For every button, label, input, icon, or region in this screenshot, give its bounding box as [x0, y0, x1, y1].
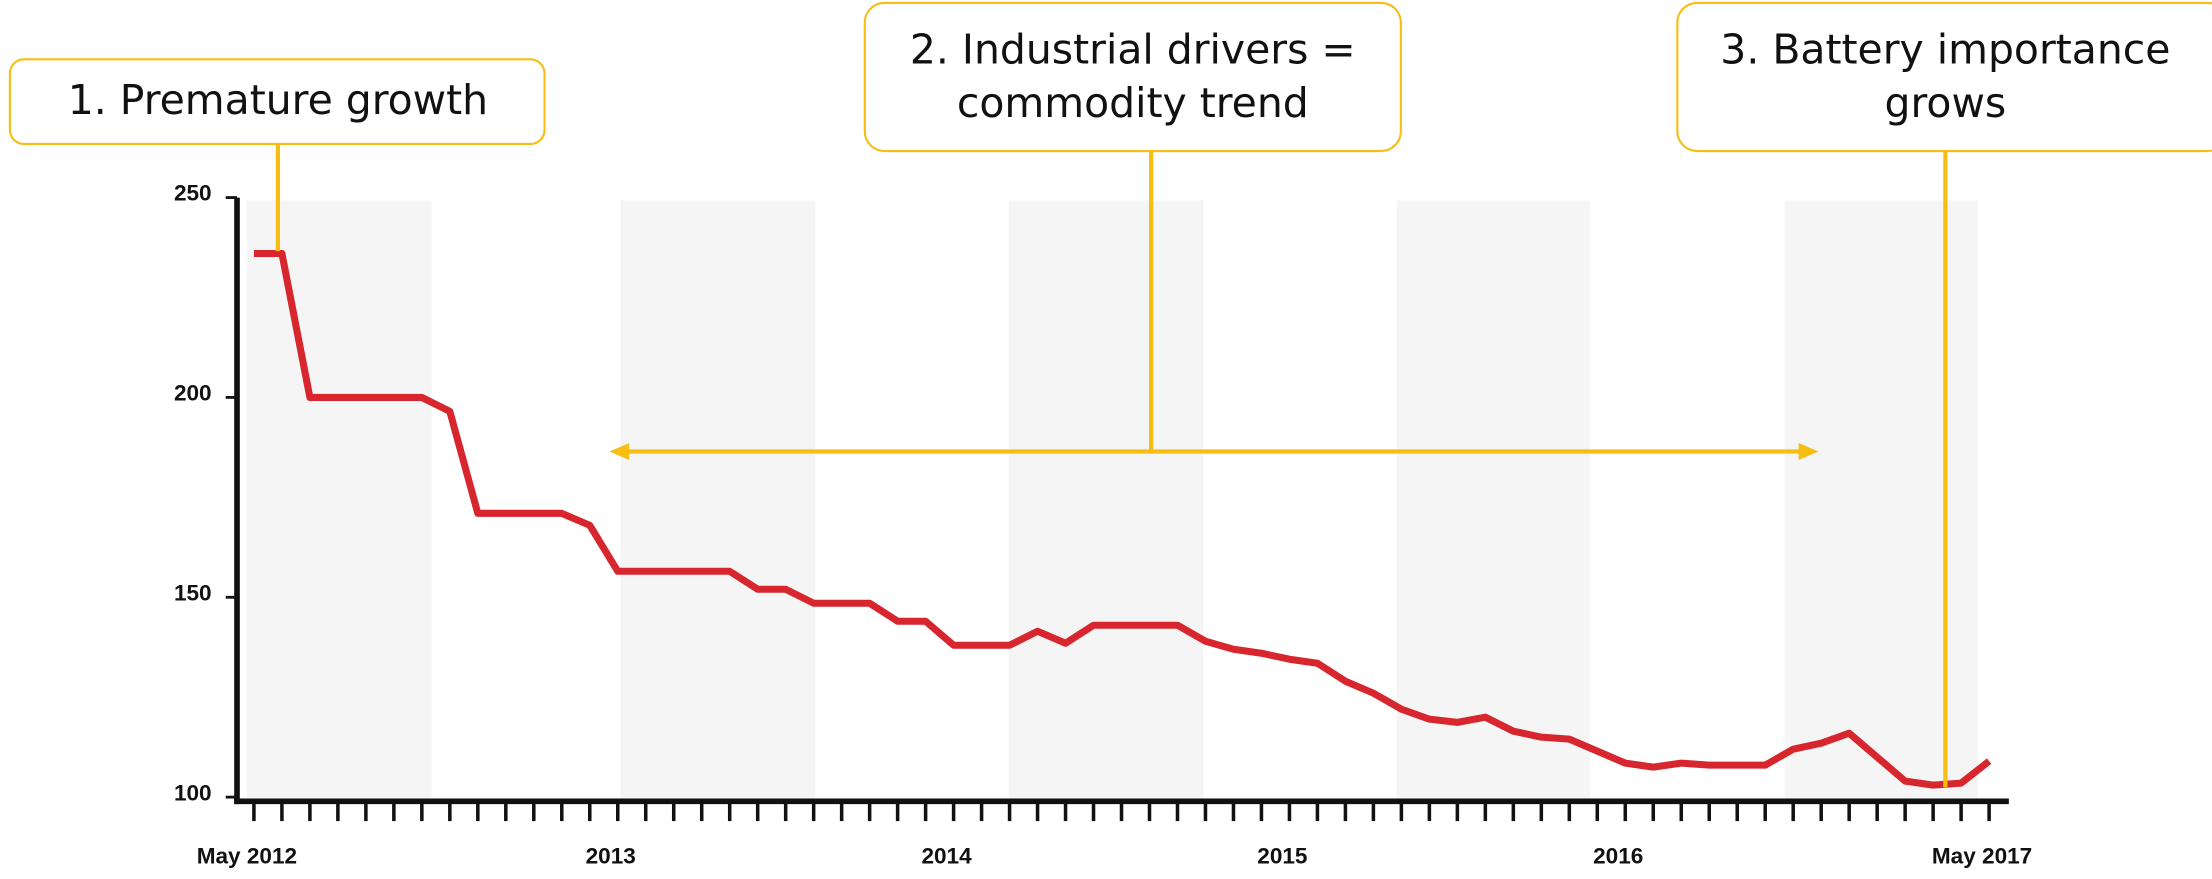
annotation-text: 2. Industrial drivers = — [910, 25, 1356, 73]
annotations — [8, 1, 2212, 788]
band — [1008, 200, 1204, 802]
x-tick-label: 2015 — [1257, 844, 1307, 869]
annotation-box — [8, 58, 546, 146]
annotation-box — [1676, 1, 2212, 153]
y-tick-label: 200 — [174, 381, 212, 406]
band — [620, 200, 816, 802]
x-tick-label: 2014 — [921, 844, 972, 869]
y-tick-label: 250 — [174, 181, 212, 206]
band — [246, 200, 432, 802]
line-series — [253, 249, 1992, 789]
annotation-text: 3. Battery importance — [1720, 25, 2170, 73]
annotation-text: grows — [1885, 79, 2007, 127]
x-tick-label: 2016 — [1593, 844, 1643, 869]
y-tick-label: 100 — [174, 780, 212, 805]
x-tick-label: 2013 — [586, 844, 636, 869]
band — [1396, 200, 1590, 802]
x-tick-label: May 2017 — [1932, 844, 2032, 869]
annotation-text: commodity trend — [957, 79, 1309, 127]
x-tick-label: May 2012 — [197, 844, 297, 869]
annotation-text: 1. Premature growth — [68, 76, 488, 124]
annotation-box — [863, 1, 1402, 153]
y-tick-label: 150 — [174, 580, 212, 605]
band — [1784, 200, 1978, 802]
background-bands — [246, 200, 1978, 802]
